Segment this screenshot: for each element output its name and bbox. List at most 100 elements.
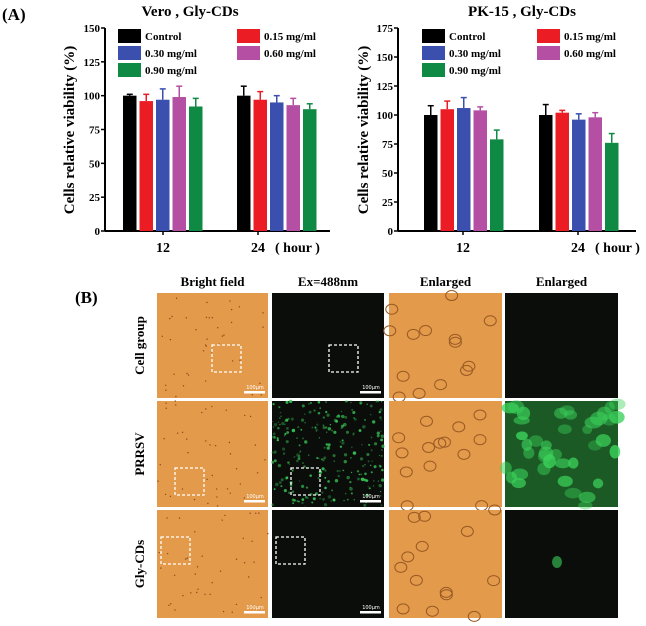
- cell-outline: [409, 574, 423, 586]
- speckle: [262, 312, 264, 314]
- fluorescent-spot: [371, 460, 373, 462]
- fluorescent-spot: [316, 423, 319, 426]
- legend-swatch: [118, 63, 141, 77]
- fluorescent-spot: [288, 491, 291, 494]
- micrograph-cell-group-1: 100μm: [157, 293, 268, 398]
- fluorescent-spot: [322, 498, 325, 501]
- fluorescent-spot: [285, 440, 289, 444]
- fluorescent-spot: [297, 426, 300, 429]
- cell-outline: [473, 409, 487, 421]
- fluorescent-spot: [359, 401, 363, 405]
- cell-outline: [452, 421, 466, 433]
- speckle: [239, 483, 242, 485]
- speckle: [239, 359, 241, 361]
- cell-outline: [439, 586, 453, 598]
- speckle: [174, 609, 176, 611]
- micrograph-image: [157, 401, 268, 507]
- speckle: [163, 438, 165, 440]
- speckle: [206, 338, 208, 340]
- fluorescent-spot: [327, 443, 331, 447]
- fluorescent-spot: [321, 458, 323, 460]
- speckle: [194, 573, 196, 575]
- speckle: [173, 373, 175, 375]
- fluorescent-spot: [300, 428, 303, 431]
- fluorescent-spot: [377, 480, 380, 482]
- speckle: [164, 493, 167, 496]
- legend-swatch: [237, 29, 260, 43]
- fluorescent-spot: [279, 423, 281, 426]
- fluorescent-cell: [595, 434, 611, 447]
- fluorescent-spot: [296, 459, 299, 463]
- fluorescent-cell: [609, 398, 626, 410]
- speckle: [157, 480, 159, 482]
- fluorescent-spot: [296, 500, 299, 503]
- fluorescent-spot: [315, 428, 318, 432]
- speckle: [258, 512, 260, 514]
- fluorescent-spot: [352, 434, 354, 436]
- speckle: [175, 395, 177, 398]
- fluorescent-spot: [301, 501, 304, 504]
- speckle: [223, 334, 225, 336]
- x-axis-unit-label: ( hour ): [275, 241, 320, 256]
- fluorescent-spot: [314, 426, 317, 429]
- fluorescent-cell: [578, 491, 596, 504]
- fluorescent-cell: [501, 402, 520, 414]
- fluorescent-spot: [298, 444, 301, 447]
- speckle: [196, 566, 199, 568]
- micrograph-gly-cds-4: [505, 510, 618, 618]
- bar: [605, 142, 619, 231]
- speckle: [219, 570, 222, 572]
- fluorescent-spot: [323, 456, 327, 460]
- cell-outline: [434, 379, 448, 391]
- fluorescent-spot: [342, 469, 345, 472]
- scale-bar: [360, 391, 381, 394]
- fluorescent-spot: [381, 468, 384, 472]
- fluorescent-spot: [351, 409, 353, 411]
- fluorescent-spot: [316, 456, 319, 460]
- fluorescent-cell: [582, 425, 593, 435]
- fluorescent-cell: [516, 431, 528, 441]
- fluorescent-spot: [293, 455, 296, 458]
- fluorescent-cell: [511, 478, 526, 489]
- fluorescent-spot: [290, 417, 294, 421]
- speckle: [205, 345, 207, 347]
- speckle: [211, 581, 213, 584]
- cell-outline: [383, 325, 397, 337]
- speckle: [169, 495, 172, 497]
- speckle: [165, 384, 167, 386]
- fluorescent-spot: [291, 428, 296, 433]
- bar: [555, 112, 569, 231]
- fluorescent-spot: [292, 468, 295, 471]
- cell-outline: [419, 415, 433, 427]
- column-header: Bright field: [181, 274, 246, 289]
- fluorescent-spot: [321, 467, 325, 471]
- speckle: [187, 374, 190, 376]
- fluorescent-spot: [373, 442, 378, 446]
- fluorescent-spot: [326, 446, 330, 450]
- fluorescent-spot: [280, 485, 283, 488]
- fluorescent-spot: [326, 413, 330, 417]
- bar: [490, 139, 504, 231]
- cell-outline: [392, 432, 406, 444]
- cell-outline: [396, 603, 410, 615]
- fluorescent-spot: [273, 459, 277, 463]
- speckle: [209, 444, 211, 446]
- fluorescent-spot: [345, 400, 348, 403]
- legend-label: 0.30 mg/ml: [145, 48, 197, 60]
- fluorescent-spot: [341, 439, 344, 442]
- speckle: [205, 408, 207, 410]
- speckle: [202, 350, 205, 352]
- y-tick-label: 100: [377, 110, 394, 122]
- fluorescent-spot: [358, 429, 362, 432]
- scale-bar-label: 100μm: [246, 605, 264, 611]
- speckle: [221, 335, 224, 337]
- fluorescent-spot: [373, 465, 377, 469]
- fluorescent-spot: [353, 417, 357, 421]
- fluorescent-spot: [367, 485, 370, 488]
- y-tick-label: 50: [89, 158, 101, 170]
- fluorescent-spot: [378, 483, 382, 488]
- micrograph-gly-cds-1: 100μm: [157, 510, 269, 618]
- fluorescent-spot: [279, 417, 281, 419]
- speckle: [170, 603, 172, 605]
- speckle: [165, 402, 167, 404]
